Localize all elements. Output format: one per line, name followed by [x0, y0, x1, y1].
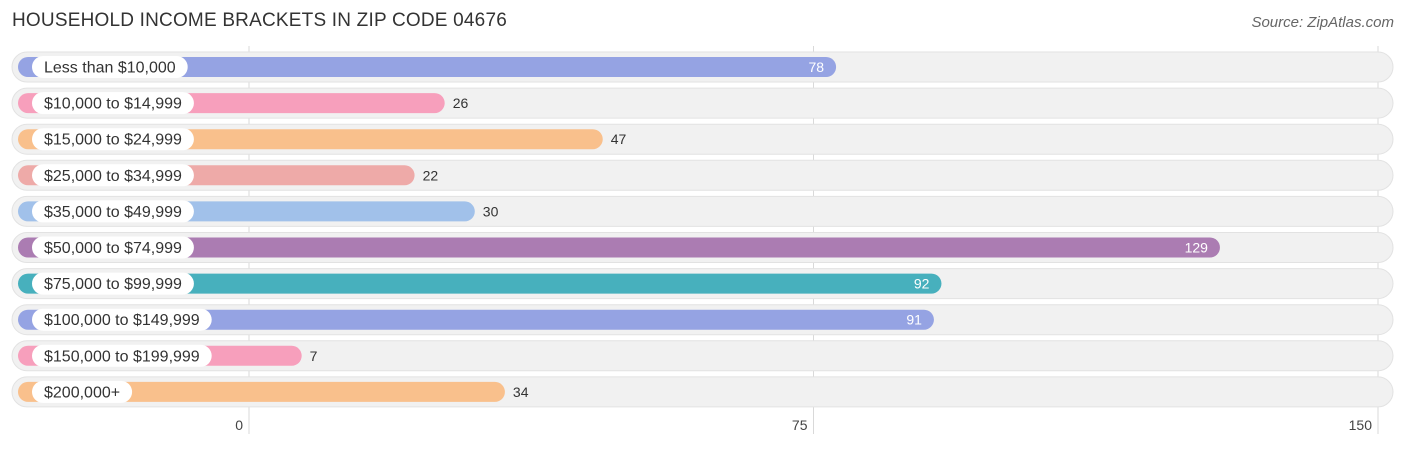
- source-label: Source: ZipAtlas.com: [1251, 14, 1394, 31]
- bar: [18, 237, 1220, 258]
- x-tick-label: 0: [235, 417, 243, 433]
- bar: [18, 381, 505, 402]
- value-label: 92: [914, 276, 930, 292]
- value-label: 47: [611, 131, 627, 147]
- category-label-pill: [32, 272, 194, 295]
- category-label: $200,000+: [44, 384, 120, 401]
- bar-row: $25,000 to $34,999 22: [11, 159, 1394, 191]
- value-label: 30: [483, 203, 499, 219]
- bar-row: $200,000+ 34: [11, 376, 1394, 408]
- value-label: 129: [1185, 240, 1209, 256]
- value-label: 22: [423, 167, 439, 183]
- category-label: $15,000 to $24,999: [44, 132, 182, 149]
- category-label-pill: [32, 200, 194, 223]
- category-label: Less than $10,000: [44, 60, 176, 77]
- x-tick-label: 75: [792, 417, 808, 433]
- bar-row: $10,000 to $14,999 26: [11, 87, 1394, 119]
- bar-row: $100,000 to $149,999 91: [11, 304, 1394, 336]
- value-label: 78: [809, 59, 825, 75]
- bar-row: $150,000 to $199,999 7: [11, 340, 1394, 372]
- category-label: $100,000 to $149,999: [44, 312, 200, 329]
- category-label-pill: [32, 236, 194, 259]
- category-label-pill: [32, 308, 212, 331]
- bar-row: $15,000 to $24,999 47: [11, 123, 1394, 155]
- category-label: $75,000 to $99,999: [44, 276, 182, 293]
- category-label: $10,000 to $14,999: [44, 96, 182, 113]
- category-label: $35,000 to $49,999: [44, 204, 182, 221]
- bar-row: $35,000 to $49,999 30: [11, 195, 1394, 227]
- category-label-pill: [32, 56, 188, 78]
- row-background: [11, 340, 1394, 372]
- bar: [18, 309, 934, 330]
- bar-row: Less than $10,000 78: [11, 51, 1394, 83]
- value-label: 26: [453, 95, 469, 111]
- bar: [18, 57, 837, 77]
- value-label: 91: [906, 312, 922, 328]
- bar: [18, 273, 942, 294]
- value-label: 7: [310, 348, 318, 364]
- bar-row: $75,000 to $99,999 92: [11, 268, 1394, 300]
- category-label-pill: [32, 380, 133, 403]
- chart-title: HOUSEHOLD INCOME BRACKETS IN ZIP CODE 04…: [12, 10, 507, 31]
- category-label-pill: [32, 344, 212, 367]
- category-label: $150,000 to $199,999: [44, 348, 200, 365]
- category-label: $50,000 to $74,999: [44, 240, 182, 257]
- x-tick-label: 150: [1349, 417, 1373, 433]
- category-label-pill: [32, 164, 194, 187]
- bar-row: $50,000 to $74,999 129: [11, 232, 1394, 263]
- category-label-pill: [32, 128, 194, 151]
- value-label: 34: [513, 384, 529, 400]
- category-label: $25,000 to $34,999: [44, 168, 182, 185]
- category-label-pill: [32, 92, 194, 115]
